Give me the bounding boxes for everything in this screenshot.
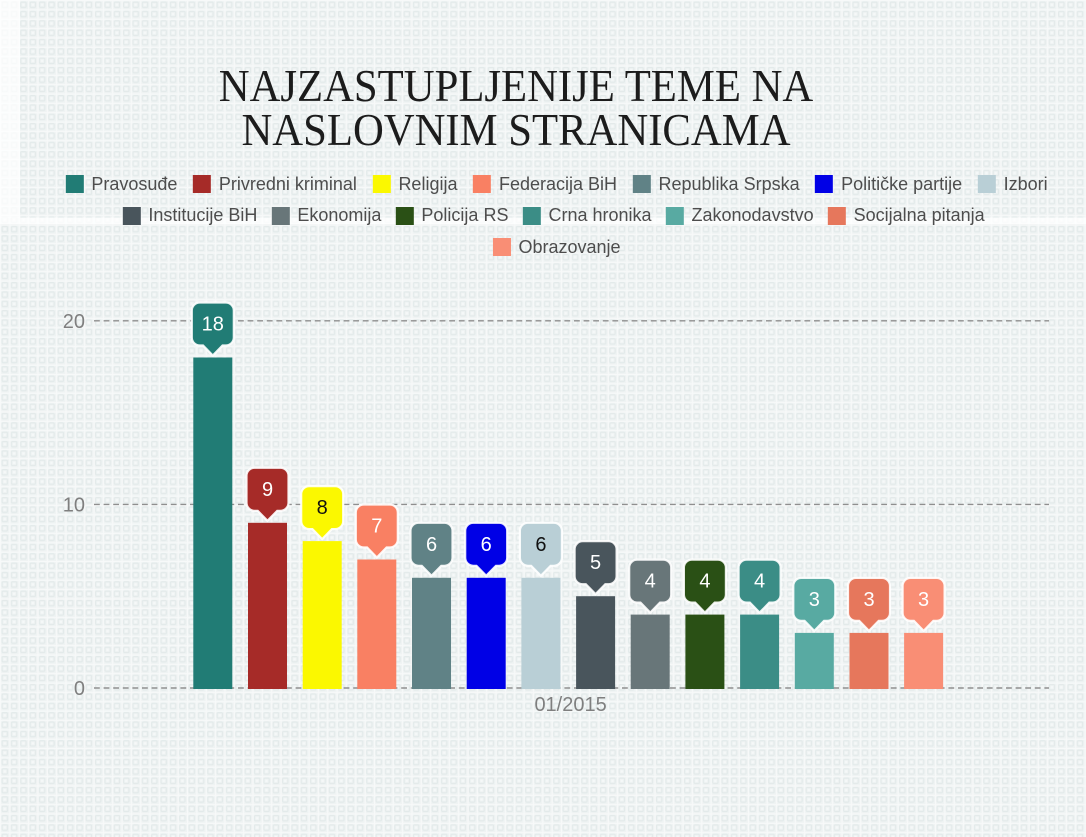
svg-text:01/2015: 01/2015: [534, 694, 606, 716]
svg-text:4: 4: [699, 571, 710, 593]
svg-text:4: 4: [754, 571, 765, 593]
svg-text:3: 3: [918, 589, 929, 611]
svg-text:5: 5: [590, 552, 601, 574]
svg-text:3: 3: [809, 589, 820, 611]
svg-text:6: 6: [481, 534, 492, 556]
svg-text:18: 18: [202, 314, 224, 336]
svg-text:10: 10: [63, 495, 85, 517]
svg-text:3: 3: [863, 589, 874, 611]
svg-text:9: 9: [262, 479, 273, 501]
svg-text:7: 7: [371, 516, 382, 538]
svg-text:20: 20: [63, 311, 85, 333]
svg-text:4: 4: [645, 571, 656, 593]
svg-text:6: 6: [535, 534, 546, 556]
svg-text:0: 0: [74, 678, 85, 700]
svg-text:6: 6: [426, 534, 437, 556]
svg-text:8: 8: [317, 497, 328, 519]
